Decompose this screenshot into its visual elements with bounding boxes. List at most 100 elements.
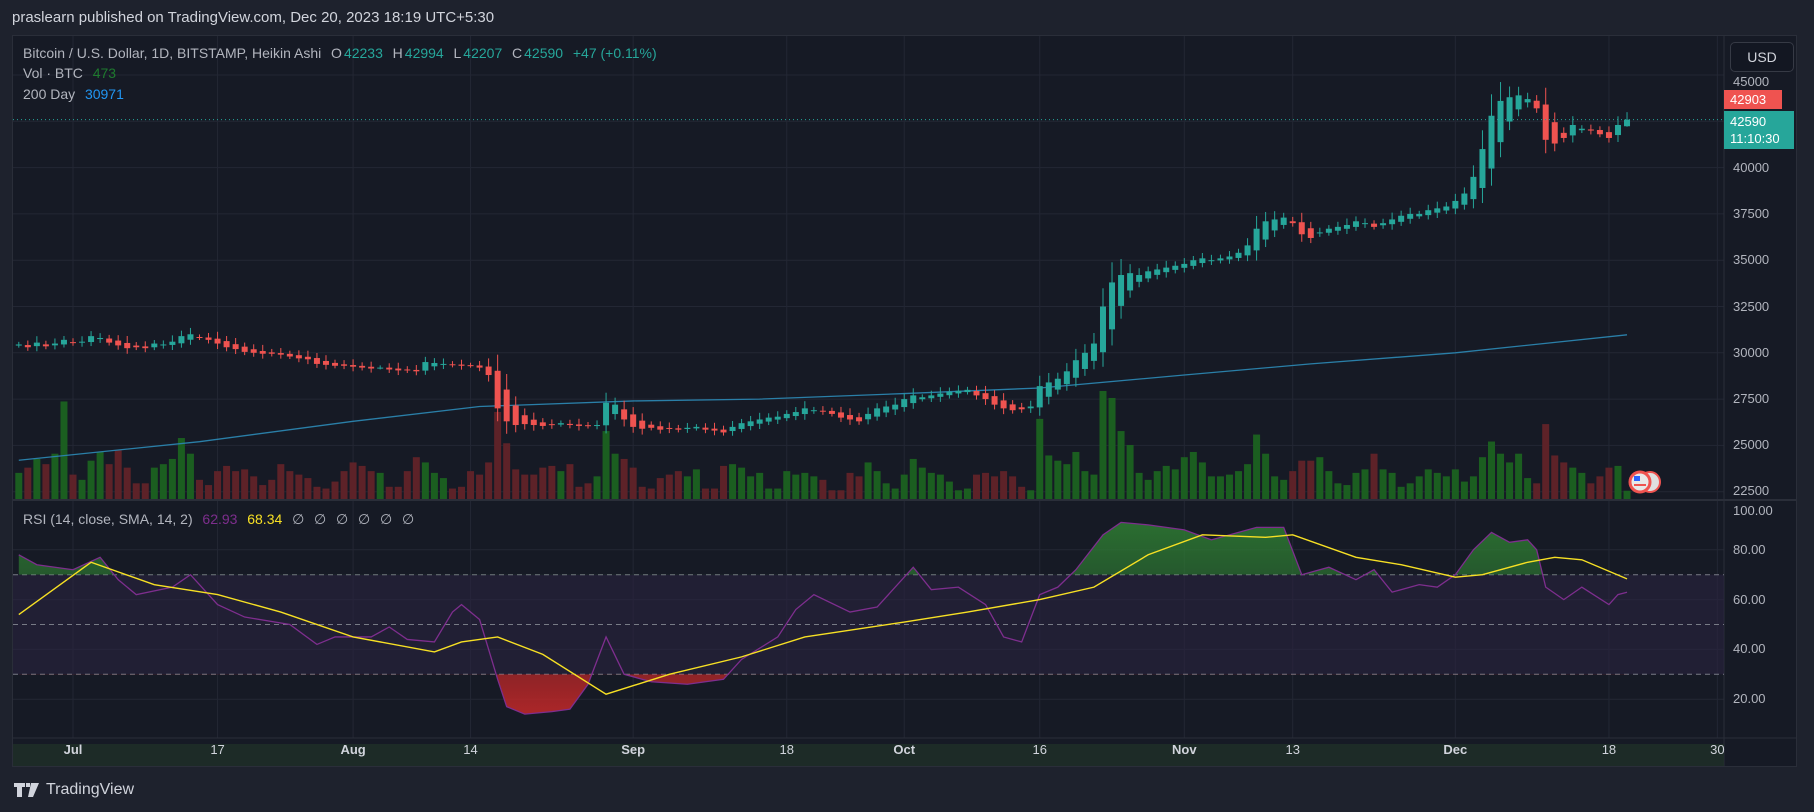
candle-body[interactable] — [160, 344, 167, 346]
candle-body[interactable] — [1578, 128, 1585, 131]
candle-body[interactable] — [1154, 269, 1161, 275]
candle-body[interactable] — [1470, 176, 1477, 200]
candle-body[interactable] — [702, 427, 709, 430]
candle-body[interactable] — [1000, 400, 1007, 409]
candle-body[interactable] — [494, 370, 501, 409]
candle-body[interactable] — [548, 424, 555, 426]
candle-body[interactable] — [341, 364, 348, 366]
candle-body[interactable] — [1614, 125, 1621, 136]
candle-body[interactable] — [729, 426, 736, 432]
candle-body[interactable] — [1569, 125, 1576, 136]
candle-body[interactable] — [1596, 130, 1603, 135]
candle-body[interactable] — [639, 420, 646, 429]
candle-body[interactable] — [15, 344, 22, 346]
candle-body[interactable] — [97, 337, 104, 340]
candle-body[interactable] — [919, 397, 926, 400]
candle-body[interactable] — [1199, 258, 1206, 264]
candle-body[interactable] — [1127, 273, 1134, 291]
candle-body[interactable] — [711, 428, 718, 431]
candle-body[interactable] — [657, 426, 664, 430]
candle-body[interactable] — [33, 342, 40, 347]
symbol-legend[interactable]: Bitcoin / U.S. Dollar, 1D, BITSTAMP, Hei… — [23, 45, 659, 61]
candle-body[interactable] — [1443, 206, 1450, 211]
candle-body[interactable] — [1027, 406, 1034, 409]
candle-body[interactable] — [937, 393, 944, 397]
candle-body[interactable] — [259, 351, 266, 354]
candle-body[interactable] — [124, 342, 131, 349]
candle-body[interactable] — [964, 389, 971, 393]
candle-body[interactable] — [1045, 382, 1052, 397]
candle-body[interactable] — [79, 341, 86, 343]
candle-body[interactable] — [1524, 99, 1531, 103]
candle-body[interactable] — [322, 360, 329, 365]
candle-body[interactable] — [431, 362, 438, 367]
candle-body[interactable] — [133, 345, 140, 348]
candle-body[interactable] — [1407, 213, 1414, 219]
candle-body[interactable] — [1560, 132, 1567, 138]
candle-body[interactable] — [1316, 232, 1323, 234]
candle-body[interactable] — [485, 366, 492, 376]
candle-body[interactable] — [874, 408, 881, 417]
candle-body[interactable] — [892, 404, 899, 410]
candle-body[interactable] — [1343, 225, 1350, 229]
candle-body[interactable] — [666, 427, 673, 429]
candle-body[interactable] — [747, 421, 754, 427]
candle-body[interactable] — [1109, 282, 1116, 330]
candle-body[interactable] — [955, 390, 962, 394]
candle-body[interactable] — [783, 413, 790, 419]
candle-body[interactable] — [1289, 221, 1296, 224]
candle-body[interactable] — [1235, 252, 1242, 258]
candle-body[interactable] — [313, 358, 320, 364]
candle-body[interactable] — [205, 337, 212, 340]
candle-body[interactable] — [1145, 271, 1152, 279]
candle-body[interactable] — [883, 406, 890, 413]
candle-body[interactable] — [169, 341, 176, 345]
candle-body[interactable] — [458, 364, 465, 366]
candle-body[interactable] — [1081, 352, 1088, 369]
candle-body[interactable] — [810, 410, 817, 412]
candle-body[interactable] — [738, 423, 745, 429]
candle-body[interactable] — [575, 424, 582, 426]
candle-body[interactable] — [1172, 265, 1179, 270]
candle-body[interactable] — [1398, 215, 1405, 222]
candle-body[interactable] — [413, 369, 420, 372]
candle-body[interactable] — [1515, 95, 1522, 110]
volume-legend[interactable]: Vol · BTC 473 — [23, 65, 118, 81]
candle-body[interactable] — [774, 416, 781, 420]
candle-body[interactable] — [865, 413, 872, 420]
candle-body[interactable] — [106, 338, 113, 343]
candle-body[interactable] — [1371, 223, 1378, 227]
candle-body[interactable] — [819, 410, 826, 412]
candle-body[interactable] — [232, 344, 239, 350]
candle-body[interactable] — [1307, 228, 1314, 238]
candle-body[interactable] — [648, 424, 655, 428]
candle-body[interactable] — [901, 399, 908, 408]
candle-body[interactable] — [422, 362, 429, 371]
candle-body[interactable] — [1587, 129, 1594, 131]
tradingview-logo[interactable]: TradingView — [14, 781, 134, 799]
candle-body[interactable] — [368, 366, 375, 369]
candle-body[interactable] — [395, 368, 402, 371]
candle-body[interactable] — [1425, 210, 1432, 216]
candle-body[interactable] — [377, 367, 384, 369]
candle-body[interactable] — [1352, 221, 1359, 227]
candle-body[interactable] — [1253, 228, 1260, 251]
candle-body[interactable] — [847, 415, 854, 420]
candle-body[interactable] — [1163, 267, 1170, 273]
candle-body[interactable] — [1262, 221, 1269, 240]
candle-body[interactable] — [1362, 223, 1369, 225]
candle-body[interactable] — [386, 367, 393, 370]
candle-body[interactable] — [584, 425, 591, 427]
candle-body[interactable] — [60, 339, 67, 345]
candle-body[interactable] — [449, 364, 456, 366]
candle-body[interactable] — [277, 353, 284, 355]
candle-body[interactable] — [1624, 119, 1631, 127]
candle-body[interactable] — [196, 337, 203, 339]
candle-body[interactable] — [856, 417, 863, 422]
candle-body[interactable] — [1181, 263, 1188, 268]
candle-body[interactable] — [1072, 360, 1079, 378]
candle-body[interactable] — [24, 345, 31, 348]
candle-body[interactable] — [223, 341, 230, 348]
candle-body[interactable] — [241, 346, 248, 352]
